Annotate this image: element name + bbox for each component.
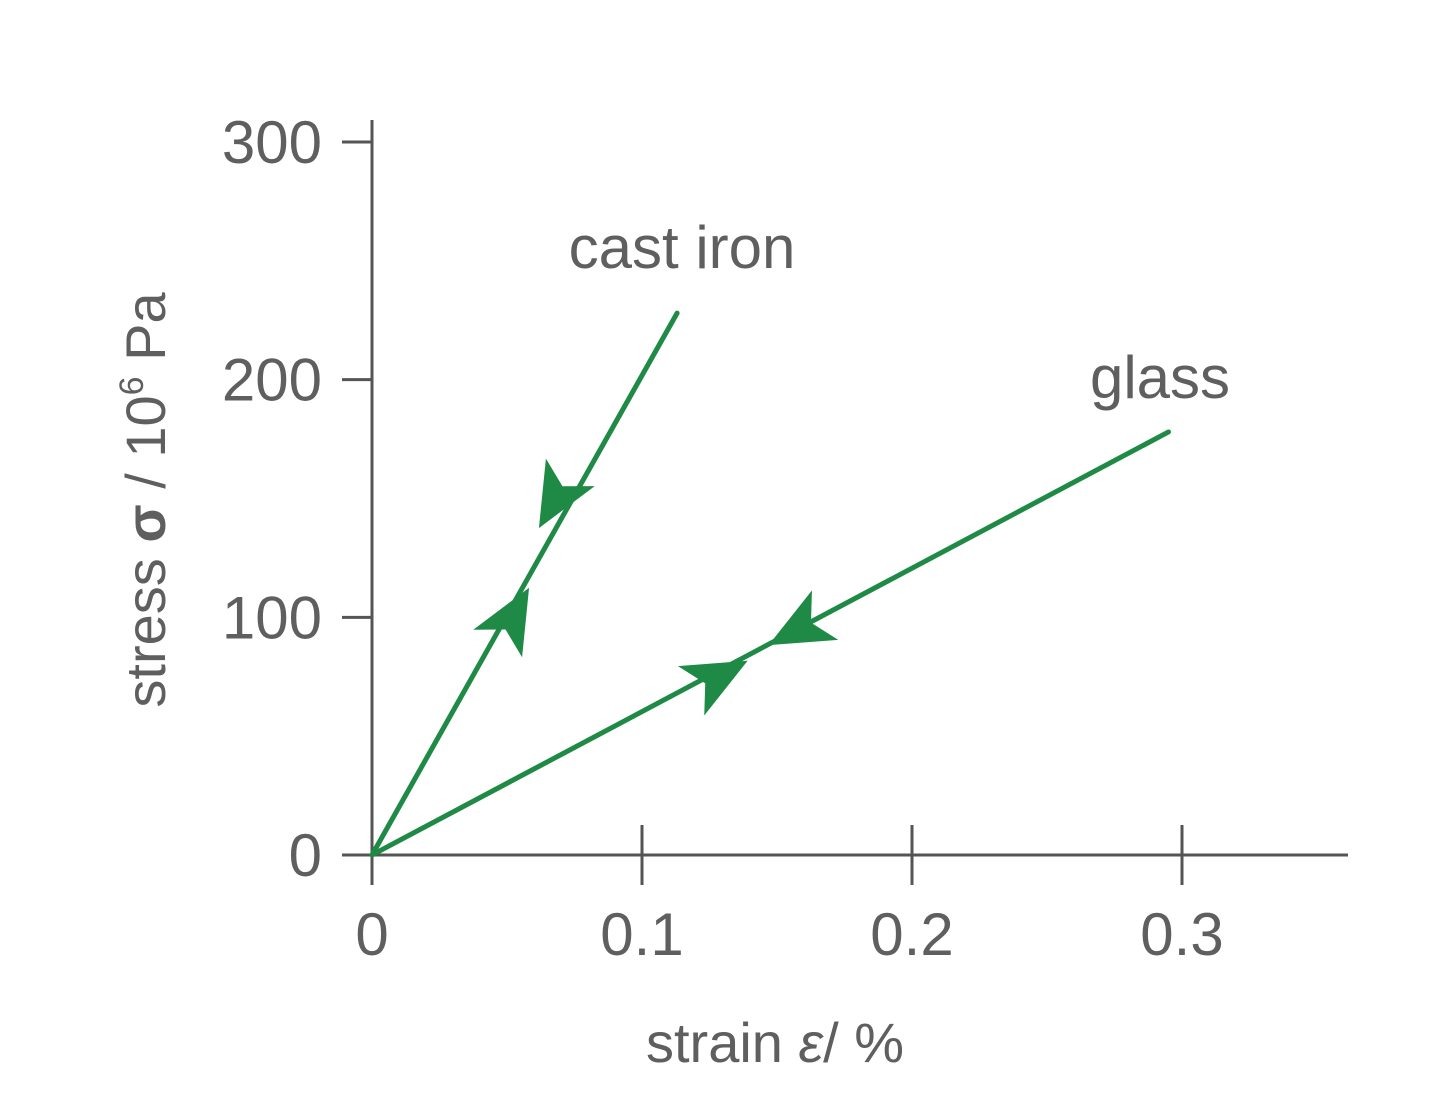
y-ticks: 0 100 200 300: [222, 109, 372, 889]
y-axis-label-unit: / 10: [114, 395, 177, 504]
arrow-loading-cast-iron: [473, 587, 530, 658]
x-axis-label-suffix: / %: [823, 1011, 904, 1074]
x-axis-label: strain ε/ %: [646, 1011, 904, 1074]
y-tick-label: 200: [222, 347, 322, 414]
y-tick-label: 0: [289, 822, 322, 889]
y-tick-label: 300: [222, 109, 322, 176]
arrow-unloading-glass: [768, 590, 839, 646]
x-tick-label: 0.3: [1140, 901, 1223, 968]
series-line-cast-iron: [369, 310, 680, 858]
x-tick-label: 0.2: [870, 901, 953, 968]
x-axis-label-prefix: strain: [646, 1011, 799, 1074]
x-axis-label-symbol: ε: [798, 1011, 824, 1074]
y-axis-label-exponent: 6: [113, 376, 151, 395]
y-axis-label-symbol: σ: [114, 504, 177, 542]
series-glass: glass: [369, 344, 1230, 858]
arrow-unloading-cast-iron: [538, 458, 595, 529]
y-axis-label-prefix: stress: [114, 543, 177, 708]
series-label-glass: glass: [1090, 344, 1230, 411]
arrow-loading-glass: [677, 660, 748, 716]
series-label-cast-iron: cast iron: [569, 214, 796, 281]
series-layer: cast iron glass: [369, 214, 1230, 858]
y-axis-label: stress σ / 106 Pa: [113, 292, 177, 708]
x-tick-label: 0.1: [600, 901, 683, 968]
axes: [342, 120, 1348, 885]
y-axis-label-unit-suffix: Pa: [114, 292, 177, 377]
x-tick-label: 0: [355, 901, 388, 968]
series-cast-iron: cast iron: [369, 214, 796, 858]
x-ticks: 0 0.1 0.2 0.3: [355, 825, 1224, 968]
y-tick-label: 100: [222, 584, 322, 651]
